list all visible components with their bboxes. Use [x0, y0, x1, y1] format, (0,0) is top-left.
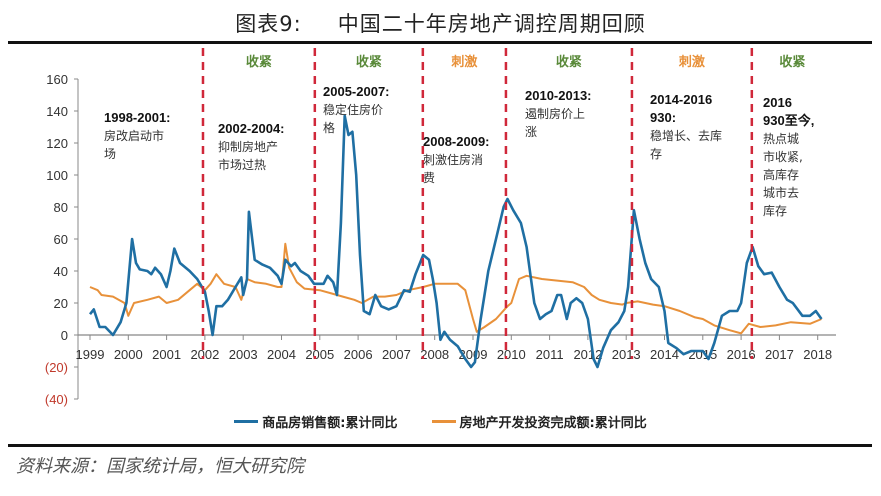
legend-swatch-investment — [431, 420, 456, 423]
y-tick-label: 0 — [61, 328, 68, 343]
x-tick-label: 2016 — [727, 347, 756, 362]
annotation-period: 2010-2013: — [525, 88, 592, 103]
annotation-text: 房改启动市 — [104, 128, 164, 143]
x-tick-label: 2017 — [765, 347, 794, 362]
y-tick-label: 160 — [46, 72, 68, 87]
y-tick-label: 60 — [54, 232, 68, 247]
annotation-period: 930至今, — [763, 113, 814, 128]
series-investment-line — [89, 242, 822, 335]
annotation-text: 热点城 — [763, 132, 799, 146]
legend-label-sales: 商品房销售额:累计同比 — [262, 416, 398, 431]
annotation-text: 市收紧, — [763, 149, 803, 164]
figure-label: 图表9: — [235, 12, 302, 36]
figure-title: 图表9: 中国二十年房地产调控周期回顾 — [0, 8, 881, 38]
y-tick-label: 100 — [46, 168, 68, 183]
legend-item-investment: 房地产开发投资完成额:累计同比 — [431, 412, 647, 431]
source-note: 资料来源：国家统计局，恒大研究院 — [16, 456, 304, 477]
x-tick-label: 2002 — [190, 347, 219, 362]
x-tick-label: 1999 — [76, 347, 105, 362]
x-tick-label: 2006 — [344, 347, 373, 362]
annotation-text: 城市去 — [763, 185, 799, 200]
annotation-period: 2005-2007: — [323, 84, 390, 99]
annotation-text: 费 — [423, 171, 435, 185]
x-tick-label: 2012 — [573, 347, 602, 362]
annotation-text: 库存 — [763, 203, 787, 218]
bottom-rule — [8, 444, 872, 447]
x-tick-label: 2010 — [497, 347, 526, 362]
y-tick-label: (20) — [45, 360, 68, 375]
top-rule — [8, 41, 872, 44]
y-tick-label: 40 — [54, 264, 68, 279]
legend-label-investment: 房地产开发投资完成额:累计同比 — [459, 416, 647, 431]
phase-label: 收紧 — [356, 54, 382, 70]
x-tick-label: 2007 — [382, 347, 411, 362]
annotation-period: 2008-2009: — [423, 134, 490, 149]
x-tick-label: 2004 — [267, 347, 296, 362]
x-tick-label: 2001 — [152, 347, 181, 362]
phase-label: 收紧 — [246, 54, 272, 70]
annotation-period: 2014-2016 — [650, 92, 712, 107]
annotation-text: 刺激住房消 — [423, 152, 483, 167]
y-tick-label: 80 — [54, 200, 68, 215]
annotation-text: 遏制房价上 — [525, 106, 585, 121]
annotation-period: 930: — [650, 110, 676, 125]
y-tick-label: (40) — [45, 392, 68, 407]
annotation-period: 1998-2001: — [104, 110, 171, 125]
annotation-text: 稳增长、去库 — [650, 128, 722, 143]
x-tick-label: 2013 — [612, 347, 641, 362]
y-tick-label: 140 — [46, 104, 68, 119]
x-tick-label: 2008 — [420, 347, 449, 362]
annotation-text: 高库存 — [763, 167, 799, 182]
phase-label: 刺激 — [679, 54, 706, 70]
annotation-text: 市场过热 — [218, 157, 266, 172]
annotation-text: 格 — [323, 120, 335, 135]
x-tick-label: 2003 — [229, 347, 258, 362]
annotation-period: 2016 — [763, 95, 792, 110]
y-tick-label: 20 — [54, 296, 68, 311]
chart: 160 140 120 100 80 60 40 20 0 (20) (40) 1999 2000 200… — [45, 48, 836, 407]
annotation-text: 抑制房地产 — [218, 139, 278, 154]
legend: 商品房销售额:累计同比 房地产开发投资完成额:累计同比 — [0, 412, 881, 431]
annotation-text: 涨 — [525, 124, 537, 139]
x-tick-label: 2005 — [305, 347, 334, 362]
annotation-period: 2002-2004: — [218, 121, 285, 136]
x-tick-label: 2014 — [650, 347, 679, 362]
y-tick-label: 120 — [46, 136, 68, 151]
phase-label: 刺激 — [451, 54, 478, 70]
x-tick-label: 2000 — [114, 347, 143, 362]
figure-title-text: 中国二十年房地产调控周期回顾 — [337, 12, 646, 36]
phase-label: 收紧 — [779, 54, 805, 70]
x-tick-label: 2011 — [536, 347, 564, 362]
legend-item-sales: 商品房销售额:累计同比 — [234, 412, 398, 431]
annotation-text: 场 — [104, 147, 116, 161]
phase-label: 收紧 — [556, 54, 582, 70]
series-sales-line — [88, 114, 823, 369]
annotation-text: 存 — [650, 147, 662, 161]
x-tick-label: 2018 — [803, 347, 832, 362]
annotation-text: 稳定住房价 — [323, 102, 383, 117]
legend-swatch-sales — [234, 420, 259, 423]
